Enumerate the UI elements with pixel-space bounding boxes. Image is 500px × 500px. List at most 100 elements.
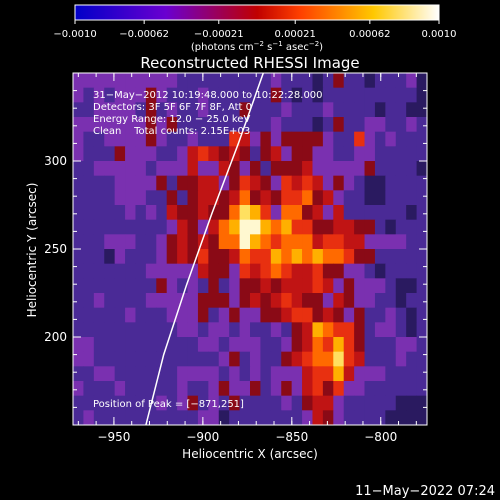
heatmap-cell [364,205,376,221]
heatmap-cell [354,307,365,323]
heatmap-cell [125,395,136,411]
heatmap-cell [125,161,136,177]
heatmap-cell [114,395,126,411]
heatmap-cell [270,175,282,191]
heatmap-cell [385,73,397,89]
heatmap-cell [333,366,345,382]
heatmap-cell [312,366,324,382]
heatmap-cell [374,263,386,279]
heatmap-cell [166,263,178,279]
heatmap-cell [416,278,427,294]
heatmap-cell [177,73,188,89]
heatmap-cell [114,175,126,191]
heatmap-cell [104,219,116,235]
heatmap-cell [281,263,293,279]
heatmap-cell [156,249,168,265]
heatmap-cell [187,395,199,411]
colorbar-tick-label: −0.00062 [119,29,169,40]
heatmap-cell [104,131,116,147]
heatmap-cell [187,410,199,425]
heatmap-cell [406,87,417,103]
heatmap-cell [104,337,116,353]
heatmap-cell [135,146,147,162]
heatmap-cell [302,234,313,250]
heatmap-cell [208,219,220,235]
heatmap-cell [354,190,365,206]
heatmap-cell [250,161,261,177]
heatmap-cell [93,366,105,382]
heatmap-cell [291,278,303,294]
heatmap-cell [406,175,417,191]
x-axis: −950 −900 −850 −800 [77,73,417,444]
heatmap-cell [302,322,313,338]
heatmap-cell [93,337,105,353]
heatmap-cell [197,293,209,309]
heatmap-cell [385,102,397,118]
heatmap-cell [114,190,126,206]
heatmap-cell [322,131,334,147]
heatmap-cell [343,117,355,133]
heatmap-cell [156,381,168,397]
heatmap-cell [135,337,147,353]
heatmap-cell [364,73,376,89]
heatmap-cell [312,410,324,425]
heatmap-cell [218,117,230,133]
colorbar-label: (photons cm−2 s−1 asec−2) [191,40,323,53]
heatmap-cell [385,117,397,133]
heatmap-cell [354,146,365,162]
heatmap-cell [166,175,178,191]
heatmap-cell [364,234,376,250]
heatmap-cell [125,117,136,133]
heatmap-cell [208,263,220,279]
heatmap-cell [385,205,397,221]
heatmap-cell [83,249,95,265]
heatmap-cell [354,337,365,353]
heatmap-cell [406,73,417,89]
heatmap-cell [343,366,355,382]
heatmap-cell [291,87,303,103]
heatmap-cell [218,102,230,118]
heatmap-cell [145,307,157,323]
heatmap-cell [322,219,334,235]
heatmap-cell [114,293,126,309]
heatmap-cell [302,263,313,279]
heatmap-cell [270,205,282,221]
heatmap-cell [354,102,365,118]
heatmap-cell [104,395,116,411]
heatmap-cell [416,117,427,133]
heatmap-cell [416,131,427,147]
heatmap-cell [197,263,209,279]
heatmap-cell [322,87,334,103]
heatmap-cell [312,337,324,353]
heatmap-cell [395,410,407,425]
heatmap-cell [197,366,209,382]
heatmap-cell [250,249,261,265]
heatmap-cell [333,263,345,279]
heatmap-cell [333,219,345,235]
heatmap-cell [260,307,272,323]
heatmap-cell [406,395,417,411]
heatmap-cell [73,146,84,162]
heatmap-cell [416,205,427,221]
heatmap-cell [406,219,417,235]
heatmap-cell [83,351,95,367]
heatmap-cell [229,234,240,250]
heatmap-cell [145,205,157,221]
heatmap-cell [125,337,136,353]
heatmap-cell [343,307,355,323]
heatmap-cell [406,278,417,294]
heatmap-cell [281,87,293,103]
heatmap-cell [333,117,345,133]
heatmap-cell [250,395,261,411]
heatmap-cell [125,131,136,147]
heatmap-cell [93,117,105,133]
heatmap-cell [208,249,220,265]
heatmap-cell [395,337,407,353]
heatmap-cell [333,234,345,250]
heatmap-cell [385,395,397,411]
heatmap-cell [93,87,105,103]
heatmap-cell [229,395,240,411]
x-tick-label: −950 [97,430,130,444]
heatmap-cell [229,205,240,221]
heatmap-cell [218,293,230,309]
